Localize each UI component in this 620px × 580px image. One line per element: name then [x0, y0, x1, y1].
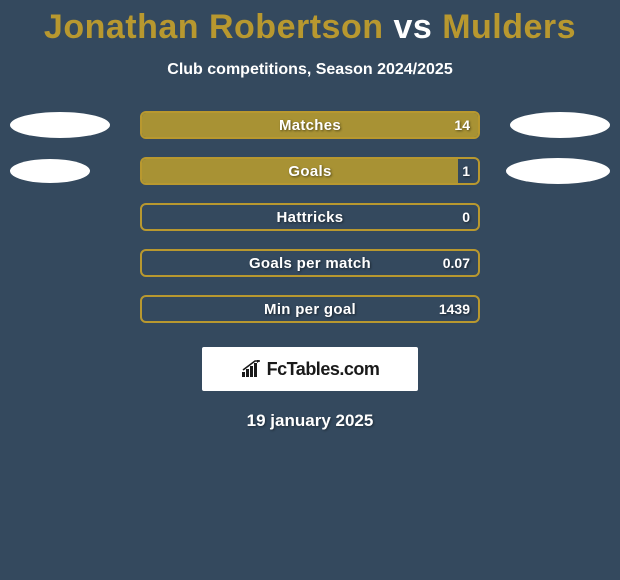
stat-value: 1439	[439, 297, 470, 321]
stat-row: Goals per match0.07	[0, 249, 620, 277]
stat-row: Hattricks0	[0, 203, 620, 231]
stat-label: Hattricks	[142, 205, 478, 229]
page-title: Jonathan Robertson vs Mulders	[0, 0, 620, 47]
player1-name: Jonathan Robertson	[44, 8, 384, 46]
stat-bar: Goals per match0.07	[140, 249, 480, 277]
left-ellipse	[10, 159, 90, 183]
stat-value: 14	[454, 113, 470, 137]
stat-bar: Matches14	[140, 111, 480, 139]
stat-label: Min per goal	[142, 297, 478, 321]
logo-text: FcTables.com	[267, 359, 380, 380]
stat-label: Goals per match	[142, 251, 478, 275]
right-ellipse	[506, 158, 610, 184]
stat-label: Goals	[142, 159, 478, 183]
stats-rows: Matches14 Goals1 Hattricks0 Goals per match…	[0, 111, 620, 323]
stat-label: Matches	[142, 113, 478, 137]
vs-text: vs	[393, 8, 432, 46]
stat-value: 0	[462, 205, 470, 229]
stat-row: Matches14	[0, 111, 620, 139]
left-ellipse	[10, 112, 110, 138]
stat-value: 1	[462, 159, 470, 183]
stat-bar: Goals1	[140, 157, 480, 185]
stat-bar: Min per goal1439	[140, 295, 480, 323]
player2-name: Mulders	[442, 8, 576, 46]
fctables-logo[interactable]: FcTables.com	[202, 347, 418, 391]
stat-value: 0.07	[443, 251, 470, 275]
stat-row: Goals1	[0, 157, 620, 185]
stat-bar: Hattricks0	[140, 203, 480, 231]
chart-icon	[241, 360, 263, 378]
subtitle: Club competitions, Season 2024/2025	[0, 61, 620, 79]
stat-row: Min per goal1439	[0, 295, 620, 323]
date-label: 19 january 2025	[0, 411, 620, 431]
right-ellipse	[510, 112, 610, 138]
